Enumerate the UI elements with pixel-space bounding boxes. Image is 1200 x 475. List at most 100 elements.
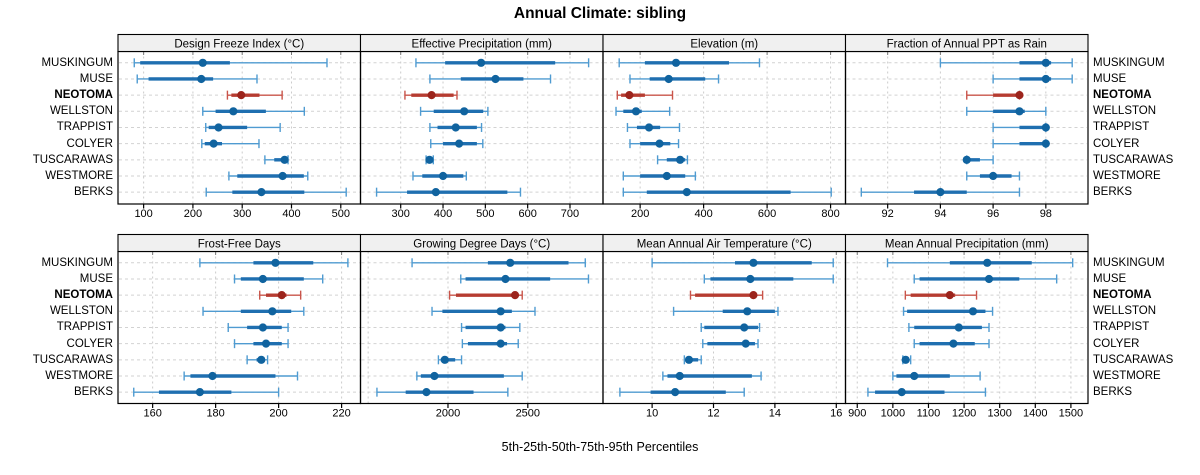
median-dot [644, 123, 654, 132]
median-dot [897, 388, 906, 397]
chart-title: Annual Climate: sibling [513, 5, 687, 22]
median-dot [1041, 74, 1050, 84]
median-dot [229, 107, 238, 116]
axis-tick-label: 14 [769, 408, 781, 420]
site-label-right-muse: MUSE [1093, 72, 1127, 85]
median-dot [258, 323, 267, 332]
median-dot [425, 155, 434, 164]
site-label-right-neotoma: NEOTOMA [1093, 89, 1152, 102]
site-label-right-westmore: WESTMORE [1093, 369, 1161, 382]
median-dot [268, 307, 277, 316]
site-label-right-berks: BERKS [1093, 186, 1132, 199]
median-dot [195, 388, 204, 397]
median-dot [749, 258, 758, 267]
axis-tick-label: 500 [476, 208, 494, 220]
site-label-right-muskingum: MUSKINGUM [1093, 56, 1165, 69]
median-dot [257, 355, 266, 364]
median-dot [501, 274, 510, 284]
median-dot [682, 188, 691, 197]
axis-tick-label: 12 [707, 408, 719, 420]
axis-tick-label: 2000 [436, 408, 460, 420]
axis-tick-label: 300 [233, 208, 251, 220]
median-dot [422, 388, 431, 397]
median-dot [257, 188, 266, 197]
median-dot [277, 291, 286, 300]
axis-tick-label: 600 [518, 208, 536, 220]
median-dot [625, 91, 634, 100]
axis-tick-label: 300 [392, 208, 410, 220]
median-dot [1041, 123, 1050, 132]
median-dot [910, 371, 919, 381]
median-dot [496, 339, 505, 348]
axis-tick-label: 400 [282, 208, 300, 220]
median-dot [684, 355, 694, 364]
median-dot [237, 91, 246, 100]
median-dot [451, 123, 460, 132]
site-label-left-wellston: WELLSTON [49, 105, 113, 118]
axis-tick-label: 92 [882, 208, 894, 220]
axis-tick-label: 98 [1040, 208, 1052, 220]
site-label-left-colyer: COLYER [66, 337, 113, 350]
axis-tick-label: 400 [434, 208, 452, 220]
median-dot [491, 74, 500, 84]
median-dot [954, 323, 963, 332]
site-label-left-trappist: TRAPPIST [56, 121, 113, 134]
median-dot [746, 274, 755, 284]
median-dot [945, 291, 954, 300]
axis-tick-label: 200 [184, 208, 202, 220]
median-dot [506, 258, 515, 267]
axis-tick-label: 1000 [881, 408, 905, 420]
axis-tick-label: 600 [758, 208, 776, 220]
site-label-left-neotoma: NEOTOMA [54, 289, 113, 302]
axis-tick-label: 1200 [952, 408, 976, 420]
median-dot [671, 58, 681, 67]
site-label-right-muskingum: MUSKINGUM [1093, 256, 1165, 269]
median-dot [949, 339, 958, 348]
site-label-left-westmore: WESTMORE [45, 169, 113, 182]
median-dot [743, 307, 752, 316]
median-dot [271, 258, 280, 267]
axis-tick-label: 800 [821, 208, 839, 220]
axis-tick-label: 1400 [1023, 408, 1047, 420]
median-dot [198, 58, 207, 67]
site-label-right-trappist: TRAPPIST [1093, 121, 1150, 134]
median-dot [631, 107, 641, 116]
median-dot [989, 171, 998, 181]
median-dot [1015, 91, 1024, 100]
chart-caption: 5th-25th-50th-75th-95th Percentiles [501, 440, 699, 454]
median-dot [676, 155, 685, 164]
site-label-right-tuscarawas: TUSCARAWAS [1093, 153, 1174, 166]
axis-tick-label: 700 [561, 208, 579, 220]
panel-strip-label: Mean Annual Air Temperature (°C) [637, 238, 812, 250]
median-dot [901, 355, 910, 364]
axis-tick-label: 400 [694, 208, 712, 220]
median-dot [936, 188, 945, 197]
median-dot [431, 188, 440, 197]
median-dot [749, 291, 758, 300]
median-dot [510, 291, 520, 300]
site-label-left-trappist: TRAPPIST [56, 321, 113, 334]
median-dot [278, 171, 287, 181]
panel-strip-label: Growing Degree Days (°C) [413, 238, 550, 250]
axis-tick-label: 500 [332, 208, 350, 220]
site-label-left-tuscarawas: TUSCARAWAS [32, 353, 113, 366]
median-dot [197, 74, 206, 84]
site-label-left-westmore: WESTMORE [45, 369, 113, 382]
site-label-right-berks: BERKS [1093, 386, 1132, 399]
median-dot [962, 155, 971, 164]
median-dot [477, 58, 486, 67]
site-label-left-colyer: COLYER [66, 137, 113, 150]
site-label-left-tuscarawas: TUSCARAWAS [32, 153, 113, 166]
median-dot [214, 123, 223, 132]
median-dot [208, 371, 217, 381]
median-dot [1041, 139, 1050, 148]
panel-strip-label: Design Freeze Index (°C) [174, 38, 304, 50]
site-label-left-wellston: WELLSTON [49, 305, 113, 318]
axis-tick-label: 1500 [1059, 408, 1083, 420]
axis-tick-label: 94 [934, 208, 946, 220]
site-label-right-westmore: WESTMORE [1093, 169, 1161, 182]
site-label-right-muse: MUSE [1093, 272, 1127, 285]
median-dot [1041, 58, 1050, 67]
median-dot [258, 274, 267, 284]
